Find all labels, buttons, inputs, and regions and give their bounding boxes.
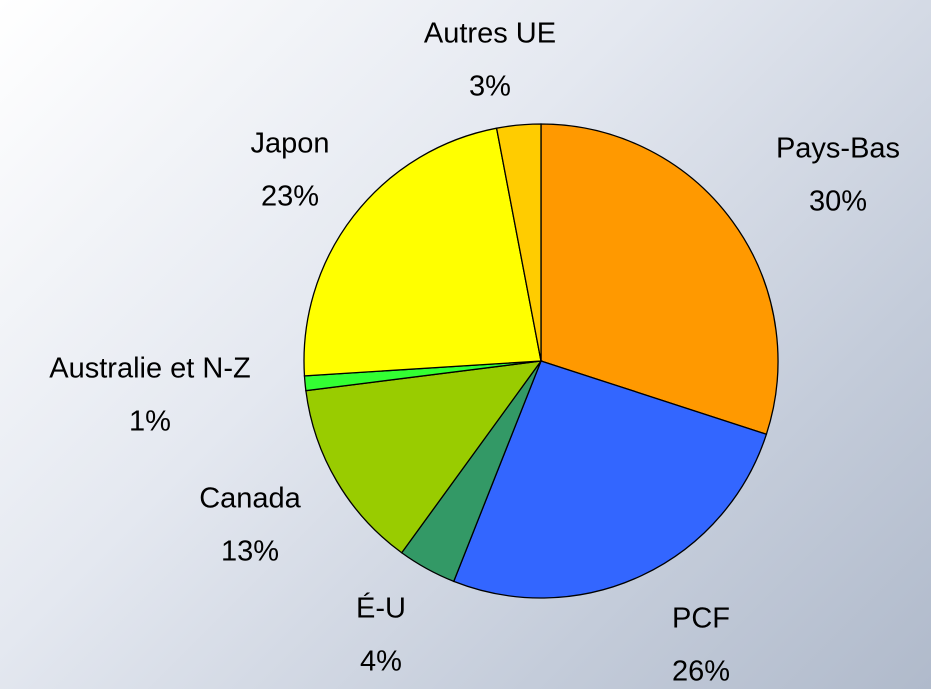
slice-value-label: 4% (360, 646, 402, 678)
slice-value-label: 26% (672, 656, 730, 688)
slice-value-label: 30% (809, 186, 867, 218)
slice-value-label: 1% (129, 406, 171, 438)
slice-label: PCF (672, 603, 730, 635)
slice-value-label: 3% (469, 71, 511, 103)
slice-label: Pays-Bas (776, 133, 900, 165)
pie-slice (305, 360, 543, 554)
slice-label: Japon (250, 128, 329, 160)
pie-slice (303, 127, 542, 377)
pie-slice (540, 123, 779, 436)
slice-label: É-U (356, 592, 406, 625)
slice-value-label: 13% (221, 536, 279, 568)
slice-value-label: 23% (261, 181, 319, 213)
pie-slice (495, 123, 542, 362)
slice-label: Canada (199, 483, 301, 515)
slice-label: Australie et N-Z (49, 353, 250, 385)
pie-slice (452, 360, 768, 599)
slice-label: Autres UE (424, 18, 556, 50)
